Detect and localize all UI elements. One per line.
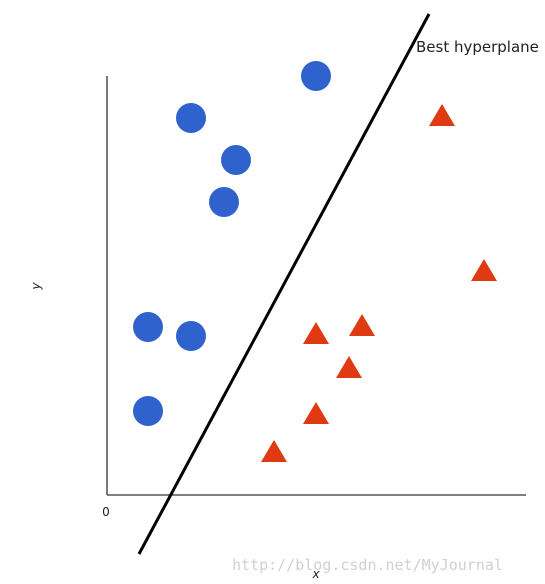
triangle-point <box>471 259 497 281</box>
triangle-point <box>303 402 329 424</box>
hyperplane-label: Best hyperplane <box>416 38 539 56</box>
x-axis-label: x <box>311 567 320 581</box>
circle-point <box>209 187 239 217</box>
circle-point <box>221 145 251 175</box>
watermark-text: http://blog.csdn.net/MyJournal <box>232 556 503 574</box>
circle-point <box>133 312 163 342</box>
circle-point <box>176 103 206 133</box>
triangle-class-group <box>261 104 497 462</box>
origin-label: 0 <box>102 505 110 519</box>
circle-point <box>133 396 163 426</box>
triangle-point <box>336 356 362 378</box>
y-axis-label: y <box>29 282 43 291</box>
circle-class-group <box>133 61 331 426</box>
triangle-point <box>261 440 287 462</box>
triangle-point <box>303 322 329 344</box>
triangle-point <box>349 314 375 336</box>
triangle-point <box>429 104 455 126</box>
hyperplane-line <box>137 13 431 555</box>
circle-point <box>176 321 206 351</box>
circle-point <box>301 61 331 91</box>
